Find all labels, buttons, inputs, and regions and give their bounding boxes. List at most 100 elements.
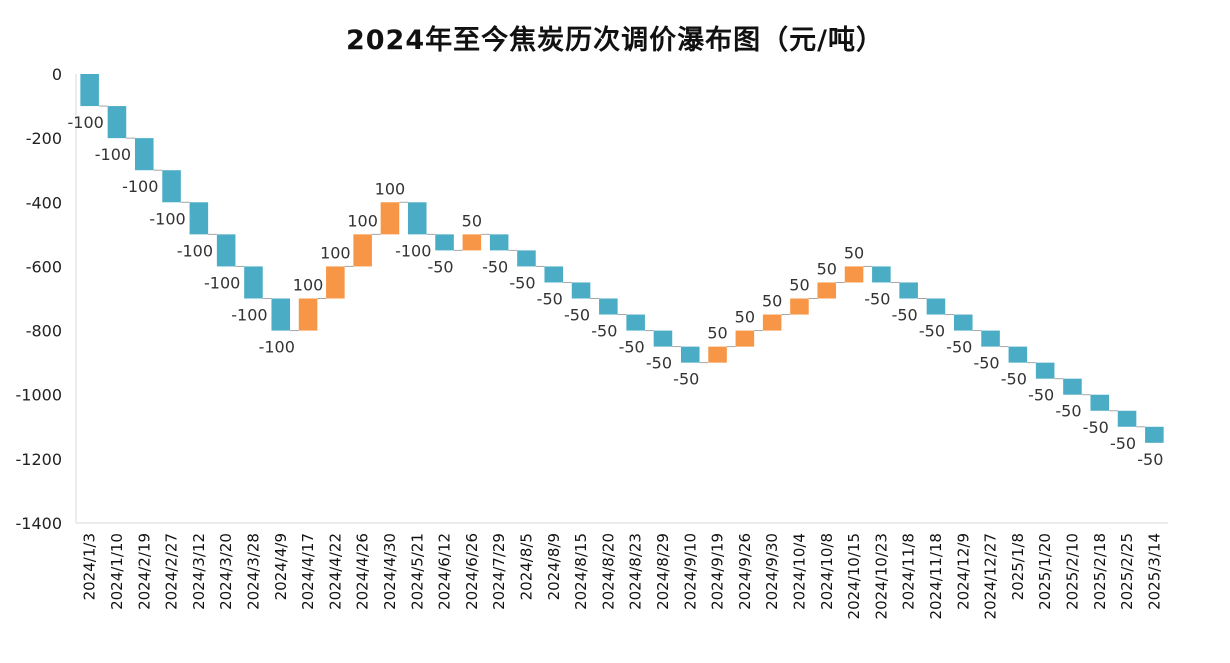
decrease-bar	[216, 234, 236, 267]
increase-bar	[762, 314, 782, 331]
data-label: -100	[231, 306, 267, 325]
x-tick-label: 2024/10/8	[818, 533, 836, 610]
data-label: -50	[646, 354, 672, 373]
x-tick-label: 2024/9/10	[681, 533, 699, 610]
decrease-bar	[107, 106, 127, 139]
data-label: -50	[482, 257, 508, 276]
data-label: -50	[1001, 370, 1027, 389]
data-label: -50	[1055, 402, 1081, 421]
decrease-bar	[571, 282, 591, 299]
data-label: -100	[204, 273, 240, 292]
increase-bar	[844, 266, 864, 283]
x-axis: 2024/1/3 2024/1/10 2024/2/19 2024/2/27 2024/…	[76, 522, 1168, 619]
data-label: -50	[973, 354, 999, 373]
decrease-bar	[407, 202, 427, 235]
y-tick-label: -1400	[16, 514, 63, 533]
x-tick-label: 2025/2/25	[1118, 533, 1136, 610]
decrease-bar	[189, 202, 209, 235]
increase-bar	[353, 234, 372, 267]
decrease-bar	[599, 298, 618, 315]
x-tick-label: 2024/1/3	[81, 533, 99, 600]
decrease-bar	[926, 298, 946, 315]
x-tick-label: 2024/9/19	[709, 533, 727, 610]
data-label: -50	[673, 370, 699, 389]
x-tick-label: 2024/11/8	[900, 533, 918, 610]
x-tick-label: 2024/3/28	[244, 533, 262, 610]
decrease-bar	[1090, 394, 1110, 411]
decrease-bar	[1145, 426, 1164, 443]
data-label: -100	[259, 338, 295, 357]
data-label: -100	[95, 145, 131, 164]
x-tick-label: 2024/2/19	[135, 533, 153, 610]
decrease-bar	[1063, 378, 1082, 395]
increase-bar	[462, 234, 482, 251]
decrease-bar	[981, 330, 1000, 347]
decrease-bar	[244, 266, 263, 299]
decrease-bar	[899, 282, 918, 299]
data-label: -50	[892, 306, 918, 325]
connectors	[98, 105, 1146, 428]
x-tick-label: 2024/11/18	[927, 533, 945, 619]
increase-bar	[817, 282, 837, 299]
data-label: -100	[122, 177, 158, 196]
decrease-bar	[953, 314, 973, 331]
data-label: 50	[817, 259, 837, 278]
x-tick-label: 2024/4/22	[326, 533, 344, 610]
x-tick-label: 2025/2/18	[1091, 533, 1109, 610]
data-label: -50	[946, 338, 972, 357]
y-tick-label: -800	[26, 322, 62, 341]
data-label: -50	[619, 338, 645, 357]
data-label: 50	[735, 308, 755, 327]
x-tick-label: 2024/6/12	[436, 533, 454, 610]
data-label: -100	[67, 113, 103, 132]
data-label: 100	[293, 276, 324, 295]
x-tick-label: 2024/3/20	[217, 533, 235, 610]
data-label: 50	[707, 324, 727, 343]
y-tick-label: -1000	[16, 386, 63, 405]
decrease-bar	[80, 74, 99, 107]
data-label: -100	[177, 241, 213, 260]
increase-bar	[326, 266, 345, 299]
x-tick-label: 2025/3/14	[1145, 533, 1163, 610]
data-label: -100	[395, 241, 431, 260]
increase-bar	[708, 346, 727, 363]
x-tick-label: 2024/8/9	[545, 533, 563, 600]
y-axis: 0 -200 -400 -600 -800 -1000 -1200 -1400	[16, 65, 77, 533]
decrease-bar	[1117, 410, 1137, 427]
decrease-bar	[435, 234, 454, 251]
data-label: -100	[149, 209, 185, 228]
x-tick-label: 2024/7/29	[490, 533, 508, 610]
x-tick-label: 2024/8/5	[517, 533, 535, 600]
x-tick-label: 2024/9/30	[763, 533, 781, 610]
x-tick-label: 2024/5/21	[408, 533, 426, 610]
x-tick-label: 2024/10/4	[790, 533, 808, 610]
bars	[80, 74, 1164, 443]
x-tick-label: 2024/10/15	[845, 533, 863, 619]
x-tick-label: 2025/1/8	[1009, 533, 1027, 600]
x-tick-label: 2024/10/23	[872, 533, 890, 619]
chart-title: 2024年至今焦炭历次调价瀑布图（元/吨）	[345, 25, 884, 56]
data-label: 50	[844, 243, 864, 262]
data-label: -50	[1137, 450, 1163, 469]
data-label: -50	[591, 322, 617, 341]
x-tick-label: 2024/2/27	[163, 533, 181, 610]
x-tick-label: 2025/1/20	[1036, 533, 1054, 610]
increase-bar	[380, 202, 400, 235]
x-tick-label: 2024/8/23	[627, 533, 645, 610]
x-tick-label: 2024/8/15	[572, 533, 590, 610]
decrease-bar	[162, 170, 181, 203]
y-tick-label: -1200	[16, 450, 63, 469]
data-label: -50	[1110, 434, 1136, 453]
decrease-bar	[271, 298, 291, 331]
data-label: -50	[919, 322, 945, 341]
x-tick-label: 2024/8/29	[654, 533, 672, 610]
data-label: 50	[789, 276, 809, 295]
decrease-bar	[1008, 346, 1028, 363]
decrease-bar	[872, 266, 891, 283]
y-tick-label: -400	[26, 193, 62, 212]
y-tick-label: -600	[26, 257, 62, 276]
data-label: 100	[375, 179, 406, 198]
data-label: -50	[1083, 418, 1109, 437]
x-tick-label: 2024/12/27	[982, 533, 1000, 619]
